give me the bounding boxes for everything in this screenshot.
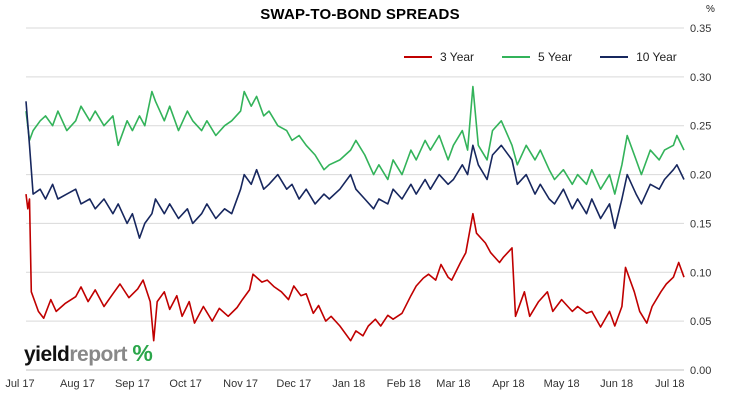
x-tick-label: Feb 18 (387, 378, 421, 390)
x-tick-label: Sep 17 (115, 378, 150, 390)
legend-swatch-5-year (502, 56, 531, 58)
x-tick-label: Jul 17 (5, 378, 34, 390)
y-tick-label: 0.25 (690, 121, 711, 133)
legend-item-5-year: 5 Year (502, 50, 572, 64)
chart-title: SWAP-TO-BOND SPREADS (260, 6, 460, 23)
unit-label: % (706, 4, 715, 15)
series-line-5-year (25, 85, 685, 195)
x-tick-label: Jan 18 (332, 378, 365, 390)
legend-item-3-year: 3 Year (404, 50, 474, 64)
legend-swatch-3-year (404, 56, 432, 58)
series-line-10-year (25, 101, 685, 239)
x-tick-label: Oct 17 (169, 378, 201, 390)
legend-label-10-year: 10 Year (636, 50, 677, 64)
x-tick-label: Nov 17 (223, 378, 258, 390)
y-tick-label: 0.20 (690, 170, 711, 182)
x-tick-label: May 18 (544, 378, 580, 390)
series-line-3-year (25, 194, 685, 342)
x-tick-label: Aug 17 (60, 378, 95, 390)
legend-swatch-10-year (600, 56, 629, 58)
legend-label-3-year: 3 Year (440, 50, 475, 64)
yieldreport-logo: yieldreport % (24, 340, 153, 367)
x-tick-label: Apr 18 (492, 378, 524, 390)
y-tick-label: 0.30 (690, 72, 711, 84)
legend: 3 Year 5 Year 10 Year (404, 50, 677, 64)
y-tick-label: 0.10 (690, 267, 711, 279)
logo-percent-icon: % (132, 340, 153, 366)
legend-item-10-year: 10 Year (600, 50, 677, 64)
y-tick-label: 0.35 (690, 23, 711, 35)
x-tick-label: Jul 18 (655, 378, 684, 390)
x-tick-label: Mar 18 (436, 378, 470, 390)
logo-text-report: report (69, 343, 128, 366)
x-tick-label: Dec 17 (276, 378, 311, 390)
logo-text-yield: yield (24, 343, 70, 366)
y-tick-label: 0.15 (690, 218, 711, 230)
x-tick-label: Jun 18 (600, 378, 633, 390)
y-tick-label: 0.00 (690, 365, 711, 377)
y-tick-label: 0.05 (690, 316, 711, 328)
legend-label-5-year: 5 Year (538, 50, 573, 64)
